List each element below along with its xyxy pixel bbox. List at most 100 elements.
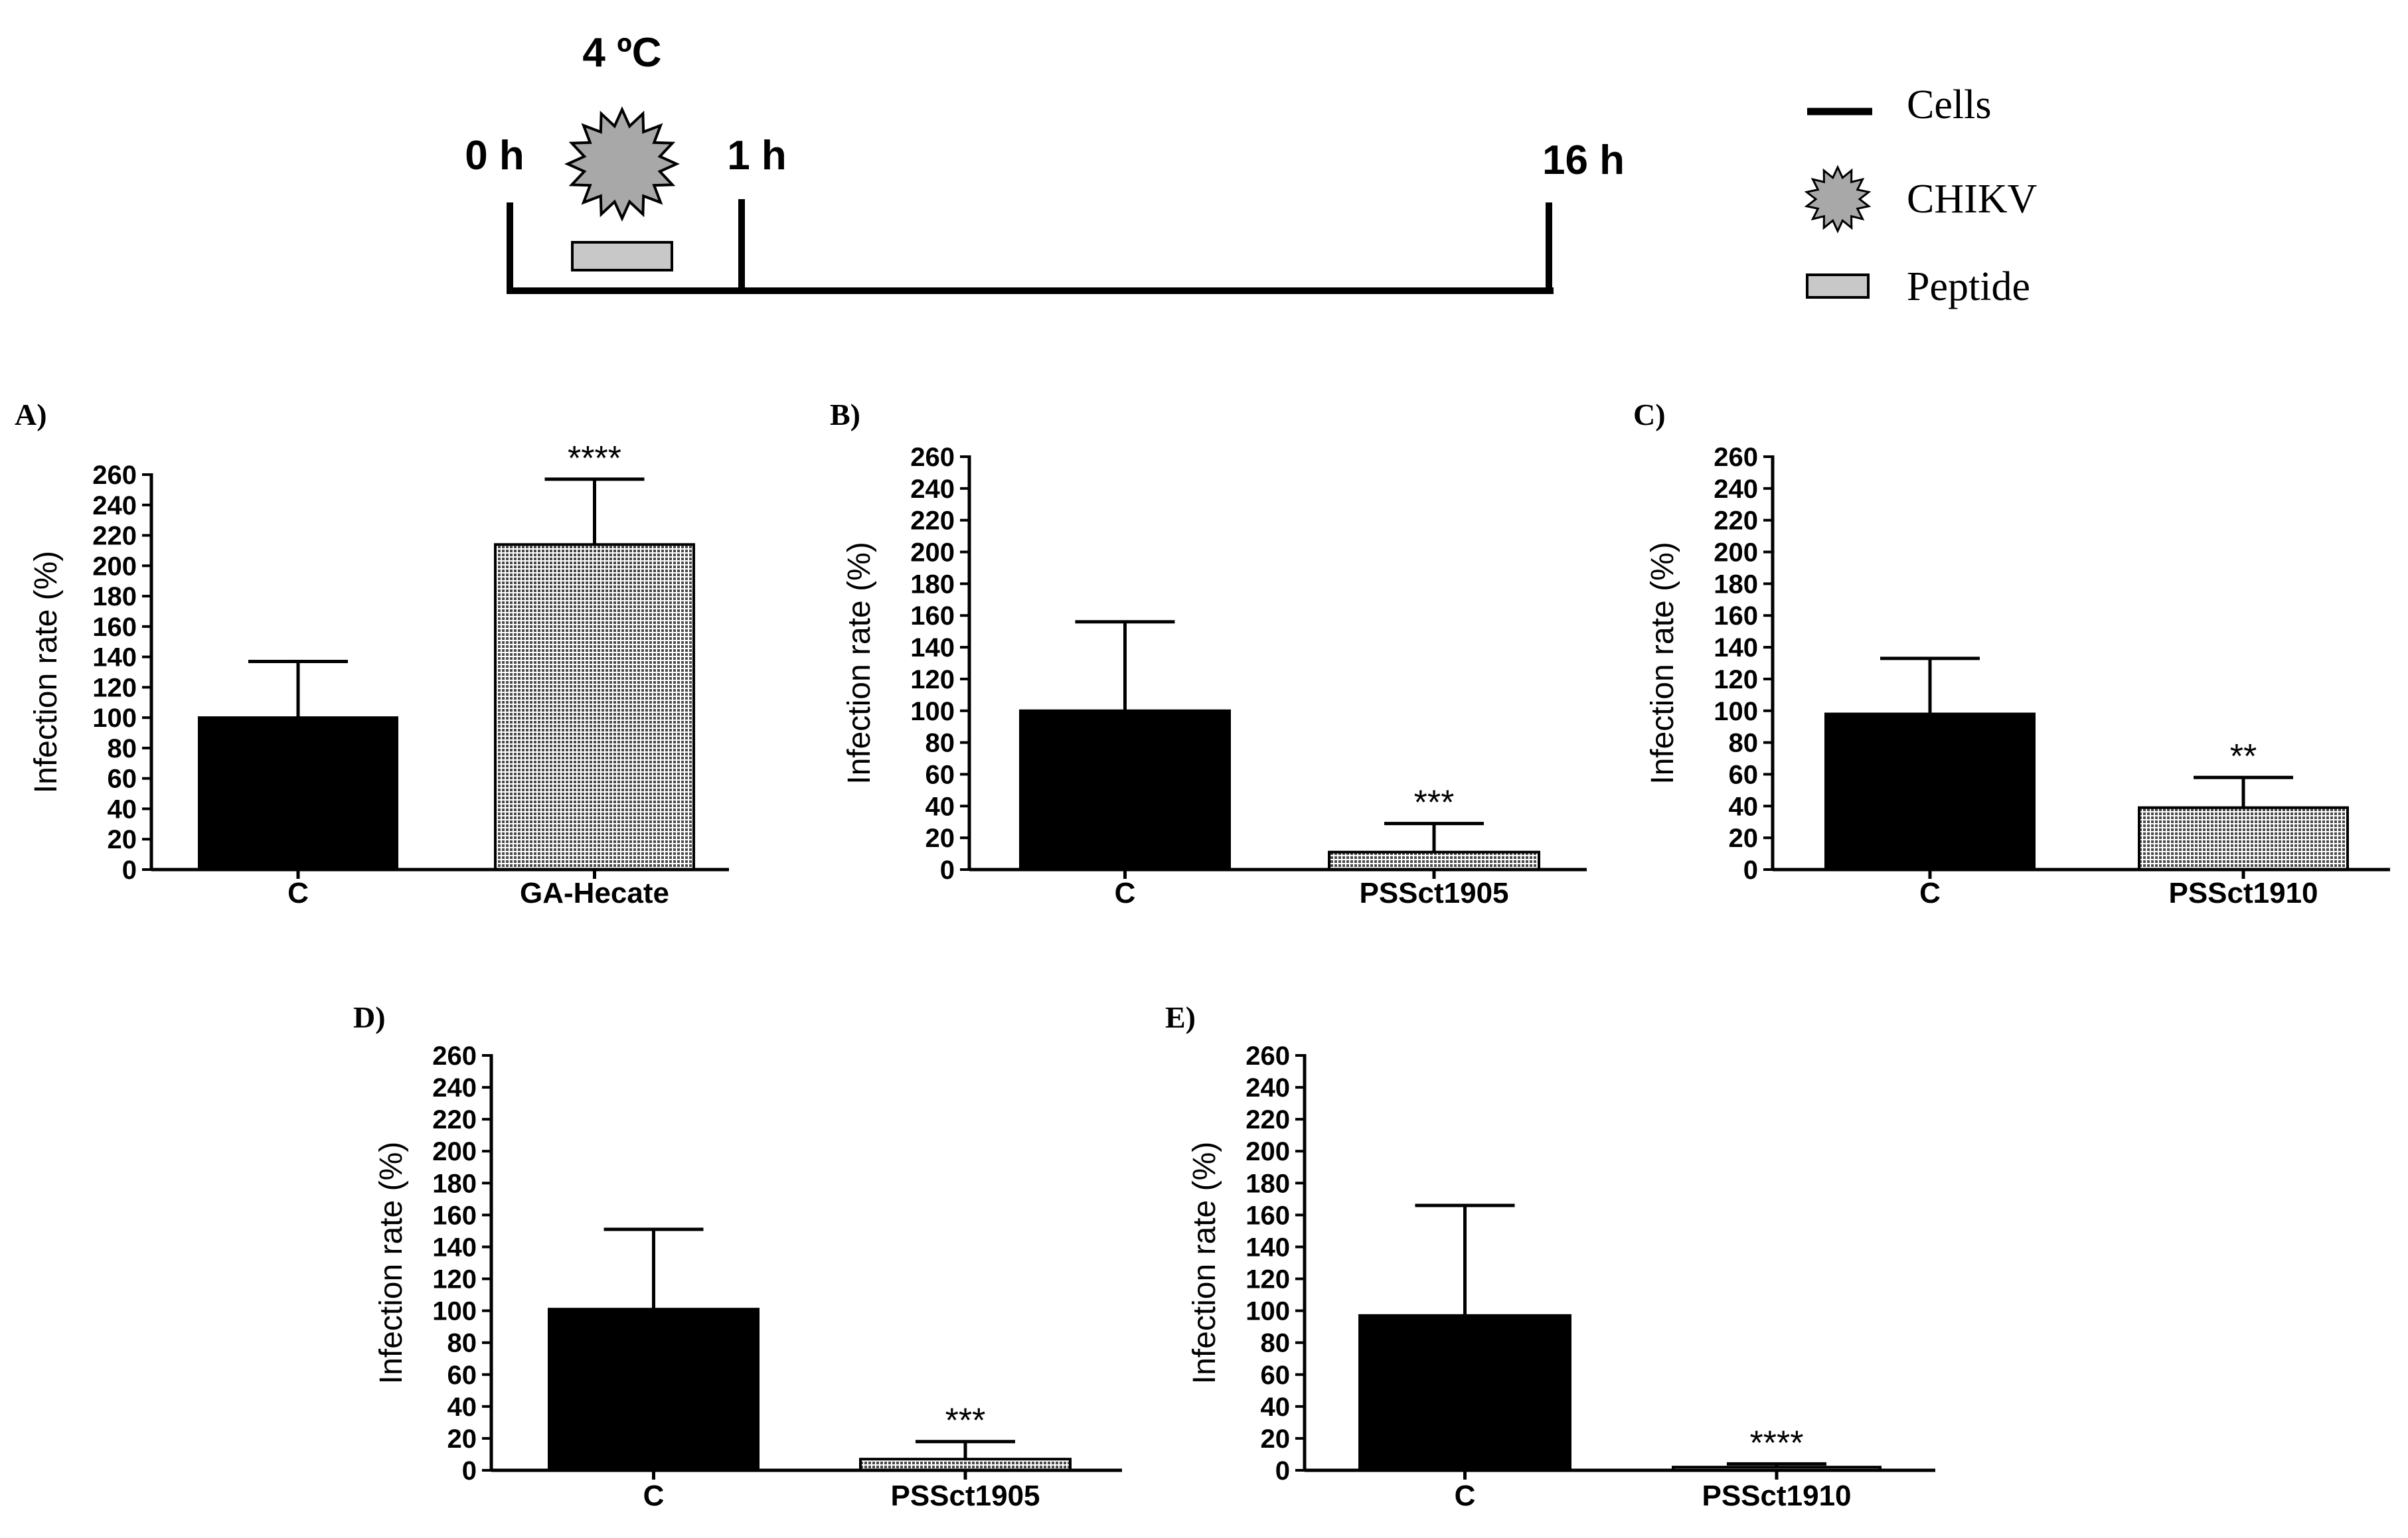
y-tick-label: 140 — [432, 1233, 477, 1262]
y-tick-label: 200 — [910, 538, 955, 568]
y-tick-label: 120 — [1714, 665, 1758, 694]
y-tick-label: 20 — [108, 825, 137, 854]
y-tick-label: 220 — [910, 506, 955, 536]
rectangle-icon — [1806, 273, 1870, 299]
y-tick-label: 120 — [432, 1265, 477, 1294]
panel-c: C) Infection rate (%) C ** PSSct1910 0 20 40 608… — [1633, 398, 2390, 909]
y-axis-label: Infection rate (%) — [1645, 542, 1680, 784]
significance-marker: ** — [2230, 737, 2257, 776]
x-tick-label: C — [1115, 877, 1136, 909]
panel-label: B) — [830, 398, 860, 431]
y-tick-label: 60 — [1729, 760, 1759, 789]
y-tick-label: 160 — [1245, 1201, 1290, 1230]
bar-c — [1358, 1314, 1571, 1472]
bar-ga-hecate — [494, 543, 695, 871]
y-tick-label: 20 — [1261, 1424, 1291, 1454]
y-axis-label: Infection rate (%) — [842, 542, 877, 784]
y-tick-label: 180 — [1714, 570, 1758, 599]
y-tick-label: 120 — [92, 673, 137, 702]
y-tick-label: 40 — [447, 1393, 477, 1422]
bar-pssct1905 — [1328, 850, 1540, 871]
bar-pssct1905 — [859, 1458, 1072, 1472]
y-tick-label: 160 — [432, 1201, 477, 1230]
y-tick-label: 60 — [1261, 1361, 1291, 1390]
starburst-icon — [1804, 165, 1872, 234]
bar-pssct1910 — [2138, 806, 2349, 871]
panel-label: E) — [1165, 1000, 1196, 1034]
y-tick-label: 120 — [1245, 1265, 1290, 1294]
significance-marker: *** — [1414, 784, 1455, 822]
time-0h-label: 0 h — [465, 133, 524, 179]
x-tick-label: PSSct1910 — [2168, 877, 2318, 909]
y-tick-label: 240 — [1714, 475, 1758, 504]
y-tick-label: 220 — [432, 1105, 477, 1134]
y-tick-label: 260 — [92, 461, 137, 490]
legend-label-peptide: Peptide — [1907, 264, 2030, 309]
y-tick-label: 0 — [940, 856, 955, 885]
time-1h-label: 1 h — [727, 133, 787, 179]
y-tick-label: 140 — [910, 633, 955, 662]
y-tick-label: 120 — [910, 665, 955, 694]
y-tick-label: 0 — [462, 1456, 477, 1486]
y-tick-label: 160 — [92, 613, 137, 642]
temperature-label: 4 ºC — [582, 30, 661, 76]
x-tick-label: PSSct1905 — [890, 1480, 1040, 1512]
y-tick-label: 180 — [1245, 1169, 1290, 1198]
y-tick-label: 20 — [447, 1424, 477, 1454]
y-tick-label: 260 — [1714, 443, 1758, 472]
y-tick-label: 180 — [910, 570, 955, 599]
time-16h-label: 16 h — [1542, 137, 1625, 183]
y-tick-label: 140 — [1245, 1233, 1290, 1262]
legend-label-chikv: CHIKV — [1907, 177, 2038, 222]
x-tick-label: C — [1919, 877, 1941, 909]
y-tick-label: 240 — [1245, 1073, 1290, 1103]
y-tick-label: 260 — [1245, 1041, 1290, 1071]
y-tick-label: 40 — [1729, 792, 1759, 821]
y-tick-label: 180 — [92, 582, 137, 611]
legend: Cells CHIKV Peptide — [1804, 82, 2038, 309]
y-tick-label: 240 — [432, 1073, 477, 1103]
y-tick-label: 200 — [432, 1137, 477, 1166]
peptide-rectangle-icon — [571, 241, 673, 271]
y-tick-label: 220 — [1714, 506, 1758, 536]
y-tick-label: 20 — [925, 824, 955, 853]
y-tick-label: 80 — [1729, 729, 1759, 758]
y-tick-label: 20 — [1729, 824, 1759, 853]
y-tick-label: 100 — [910, 697, 955, 726]
y-tick-label: 260 — [432, 1041, 477, 1071]
timeline-schematic: 4 ºC 0 h 1 h 16 h — [465, 30, 1625, 294]
significance-marker: *** — [945, 1402, 986, 1440]
y-tick-label: 40 — [1261, 1393, 1291, 1422]
y-tick-label: 200 — [92, 552, 137, 581]
x-tick-label: C — [1455, 1480, 1476, 1512]
bar-c — [1824, 712, 2036, 871]
y-tick-label: 180 — [432, 1169, 477, 1198]
y-tick-label: 140 — [1714, 633, 1758, 662]
y-tick-label: 0 — [122, 856, 137, 885]
y-tick-label: 60 — [925, 760, 955, 789]
y-tick-label: 60 — [108, 765, 137, 794]
panel-label: D) — [353, 1000, 386, 1034]
y-tick-label: 0 — [1275, 1456, 1290, 1486]
bar-c — [198, 716, 398, 871]
y-tick-label: 100 — [432, 1297, 477, 1326]
chikv-starburst-icon — [564, 106, 680, 222]
y-axis-label: Infection rate (%) — [1187, 1142, 1222, 1384]
y-tick-label: 220 — [1245, 1105, 1290, 1134]
y-axis-label: Infection rate (%) — [29, 551, 64, 793]
x-tick-label: PSSct1905 — [1359, 877, 1508, 909]
y-tick-label: 40 — [108, 795, 137, 824]
y-tick-label: 0 — [1743, 856, 1758, 885]
y-tick-label: 80 — [108, 734, 137, 763]
x-tick-label: PSSct1910 — [1702, 1480, 1851, 1512]
y-tick-label: 260 — [910, 443, 955, 472]
y-tick-label: 60 — [447, 1361, 477, 1390]
panel-a: A) Infection rate (%) C **** GA-Hecate 020406… — [15, 398, 729, 909]
x-tick-label: C — [287, 877, 309, 909]
y-tick-label: 220 — [92, 522, 137, 551]
y-tick-label: 160 — [910, 601, 955, 631]
panel-label: A) — [15, 398, 47, 431]
significance-marker: **** — [1750, 1424, 1804, 1462]
